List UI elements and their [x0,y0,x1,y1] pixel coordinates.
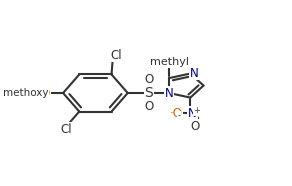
Text: ·O: ·O [170,107,182,120]
Text: N: N [190,67,199,80]
Text: O: O [144,100,153,113]
Text: +: + [194,106,201,115]
Text: O: O [41,86,50,100]
Text: Cl: Cl [111,49,122,62]
Text: methyl: methyl [150,57,189,67]
Text: N: N [165,86,173,100]
Text: Cl: Cl [60,123,72,136]
Text: -: - [178,111,180,120]
Text: S: S [144,86,153,100]
Text: methoxy: methoxy [3,88,48,98]
Text: O: O [190,120,199,133]
Text: N: N [188,107,197,120]
Text: O: O [144,73,153,86]
